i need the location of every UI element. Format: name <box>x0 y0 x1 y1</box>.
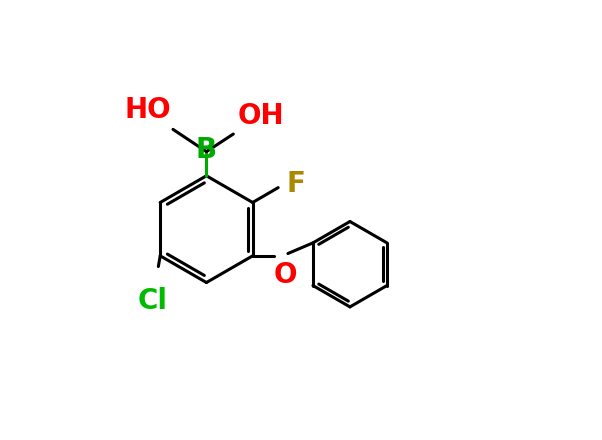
Text: OH: OH <box>238 103 285 130</box>
Text: O: O <box>273 261 297 290</box>
Text: HO: HO <box>124 96 171 124</box>
Text: Cl: Cl <box>137 287 167 315</box>
Text: F: F <box>286 170 305 198</box>
Text: B: B <box>196 136 217 164</box>
